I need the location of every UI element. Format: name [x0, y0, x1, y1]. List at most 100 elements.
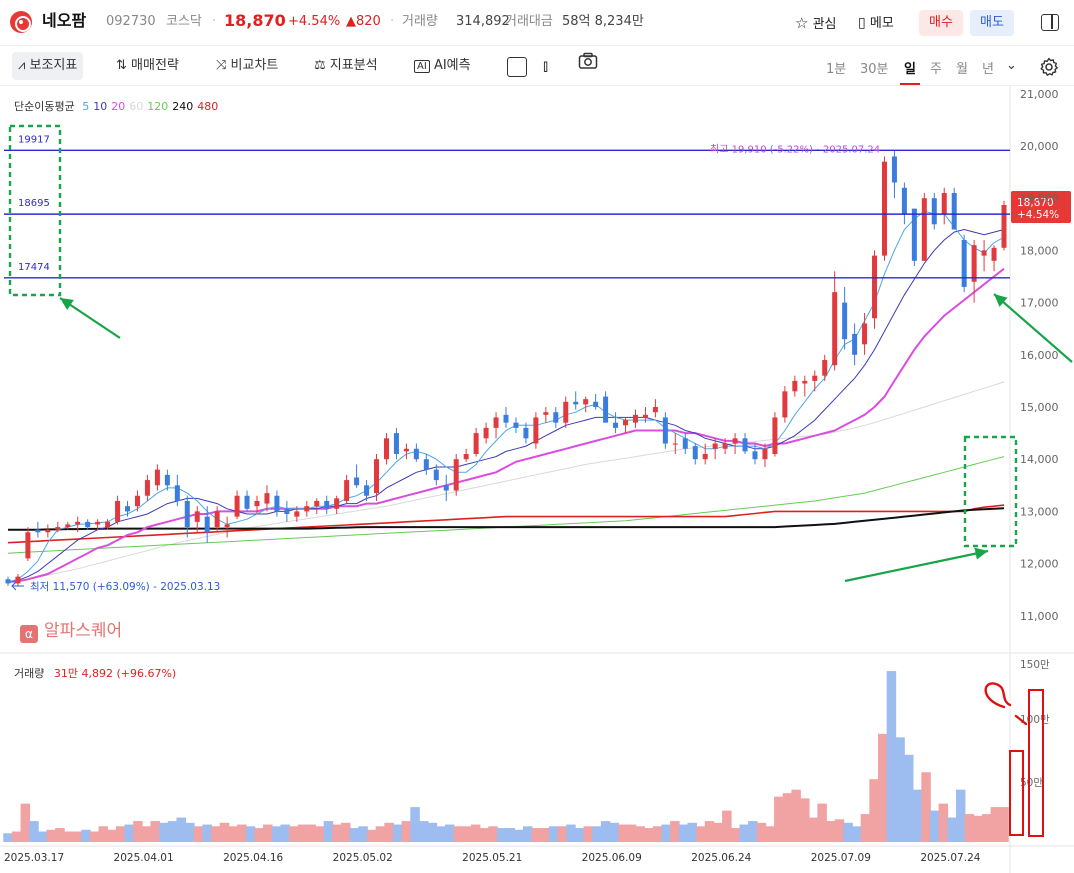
volume-bar: [185, 822, 195, 842]
volume-bar: [791, 789, 801, 842]
volume-bar: [929, 810, 940, 842]
volume-bar: [323, 821, 334, 842]
side-panel-icon[interactable]: [1041, 14, 1059, 31]
indicator-button[interactable]: ⩘ 보조지표: [12, 52, 84, 80]
price-chart[interactable]: 19917 18695 17474 최고 19,910 (-5.22%) - 202…: [0, 86, 1074, 873]
candle-type-icon[interactable]: ⫾: [543, 56, 549, 75]
volume-bar: [63, 831, 74, 842]
period-30min[interactable]: 30분: [860, 62, 889, 77]
ma-legend-item-240[interactable]: 240: [172, 100, 194, 113]
volume-bar: [81, 829, 91, 842]
volume-bar: [782, 793, 793, 842]
camera-icon[interactable]: [578, 52, 598, 80]
volume-bar: [583, 826, 594, 842]
volume-bar: [115, 826, 126, 842]
candle-body: [921, 198, 927, 261]
period-day[interactable]: 일: [904, 62, 916, 77]
volume-bar: [955, 789, 966, 842]
volume-legend-value: 31만 4,892 (+96.67%): [53, 667, 177, 680]
memo-button[interactable]: ▯ 메모: [858, 10, 894, 36]
compare-chart-button[interactable]: ⤨ 비교차트: [216, 52, 278, 80]
candle-body: [732, 438, 738, 444]
volume-bar: [522, 826, 533, 842]
candle-body: [85, 521, 91, 528]
candle-body: [284, 508, 290, 515]
shuffle-icon: ⤨: [216, 58, 227, 73]
candle-body: [473, 433, 479, 454]
volume-bar: [358, 826, 368, 842]
candle-body: [881, 161, 887, 256]
candle-body: [971, 245, 977, 282]
volume-bar: [947, 817, 957, 842]
volume-bar: [877, 733, 888, 842]
ma-line-20: [7, 267, 1005, 583]
volume-bar: [219, 822, 230, 842]
alphasquare-logo-icon: α: [20, 625, 38, 643]
volume-bar: [401, 821, 412, 842]
buy-button[interactable]: 매수: [919, 10, 963, 36]
volume-bar: [774, 796, 784, 842]
volume-bar: [661, 824, 671, 842]
green-arrow-head-icon: [974, 547, 988, 560]
ma-legend-item-120[interactable]: 120: [147, 100, 169, 113]
candle-body: [852, 333, 858, 355]
drawing-box-icon[interactable]: [507, 57, 527, 77]
ma-legend-item-10[interactable]: 10: [93, 100, 108, 113]
y-axis-tick-label: 11,000: [1020, 610, 1059, 623]
volume-bar: [29, 821, 39, 842]
ma-legend-item-480[interactable]: 480: [197, 100, 219, 113]
candle-body: [792, 380, 798, 392]
watchlist-button[interactable]: ☆ 관심: [795, 10, 837, 36]
star-icon: ☆: [795, 14, 809, 32]
ma-legend-item-20[interactable]: 20: [111, 100, 126, 113]
volume-bar: [141, 826, 152, 842]
settings-gear-icon[interactable]: [1039, 57, 1059, 77]
y-axis-tick-label: 21,000: [1020, 88, 1059, 101]
indicator-analysis-button[interactable]: ⚖ 지표분석: [314, 52, 378, 80]
volume-axis-tick-label: 150만: [1020, 659, 1050, 671]
period-week[interactable]: 주: [930, 62, 942, 77]
candle-body: [812, 375, 818, 381]
volume-bar: [341, 822, 351, 842]
candle-body: [184, 500, 190, 528]
candle-body: [254, 500, 260, 507]
candle-body: [224, 524, 230, 528]
volume-bar: [3, 833, 13, 842]
volume-bar: [609, 822, 620, 842]
ai-forecast-button[interactable]: AI AI예측: [414, 52, 471, 80]
ma-line-480: [7, 504, 1005, 544]
y-axis-tick-label: 12,000: [1020, 558, 1059, 571]
ma-legend-item-60[interactable]: 60: [129, 100, 144, 113]
candle-body: [822, 360, 828, 376]
ai-chip-icon: AI: [414, 60, 430, 73]
period-dropdown-chevron-icon[interactable]: ⌄: [1006, 58, 1017, 73]
volume-bar: [895, 737, 905, 842]
volume-bar: [540, 828, 550, 842]
volume-bar: [280, 824, 290, 842]
candle-body: [463, 453, 469, 460]
volume-bar: [852, 826, 862, 842]
period-month[interactable]: 월: [956, 62, 968, 77]
period-1min[interactable]: 1분: [826, 62, 847, 77]
strategy-button[interactable]: ⇅ 매매전략: [116, 52, 179, 80]
candle-body: [264, 493, 270, 504]
volume-bar: [704, 821, 715, 842]
volume-bar: [271, 826, 282, 842]
volume-bar: [46, 829, 57, 842]
period-year[interactable]: 년: [982, 62, 994, 77]
candle-body: [234, 495, 240, 517]
volume-bar: [860, 814, 871, 842]
volume-bar: [453, 826, 464, 842]
sell-button[interactable]: 매도: [970, 10, 1014, 36]
candle-body: [493, 417, 499, 428]
volume-bar: [869, 779, 879, 842]
candle-body: [513, 422, 519, 428]
candle-body: [324, 500, 330, 509]
candle-body: [144, 480, 150, 496]
memo-icon: ▯: [858, 15, 866, 31]
ma-legend-item-5[interactable]: 5: [82, 100, 90, 113]
candle-body: [95, 521, 101, 525]
volume-bar: [990, 807, 1001, 842]
candle-body: [274, 495, 280, 512]
volume-bar: [531, 828, 542, 842]
